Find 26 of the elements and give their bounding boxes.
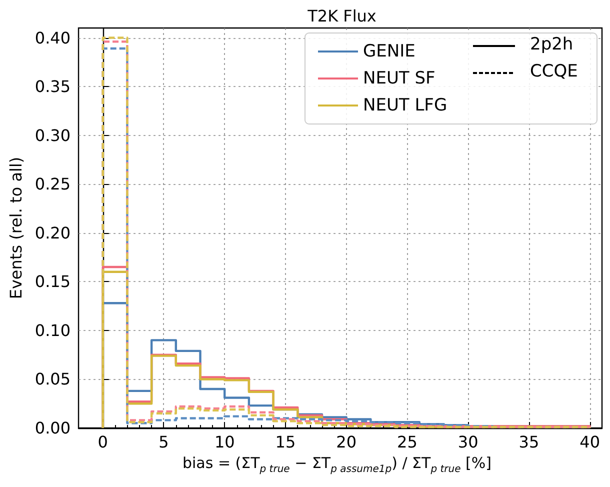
y-tick-label: 0.15 [34,272,71,292]
chart-title: T2K Flux [306,6,376,26]
x-tick-label: 20 [336,432,357,452]
y-tick-label: 0.00 [34,418,71,438]
x-tick-label: 0 [98,432,108,452]
y-axis-title: Events (rel. to all) [6,156,26,300]
y-tick-label: 0.20 [34,223,71,242]
x-tick-label: 30 [458,432,478,452]
x-tick-label: 35 [518,432,540,452]
x-tick-label: 25 [397,432,418,452]
y-tick-label: 0.25 [34,174,71,194]
x-axis-title: bias = (ΣT$_{p true}$ − ΣT$_{p assume1p}$) / ΣT$_{p true}$ [%] [181,454,492,475]
x-tick-label: 40 [580,432,600,452]
annotation: 2p2h [530,34,574,54]
y-tick-label: 0.40 [34,28,71,48]
legend-label: GENIE [363,42,416,62]
y-tick-label: 0.35 [34,77,71,96]
annotation: CCQE [530,62,578,82]
x-tick-label: 15 [275,432,296,452]
y-tick-label: 0.10 [34,320,71,340]
x-tick-label: 10 [214,432,235,452]
legend-label: NEUT LFG [363,96,448,116]
x-tick-label: 5 [158,432,169,452]
y-tick-label: 0.30 [34,126,71,145]
y-tick-label: 0.05 [34,370,71,389]
legend-label: NEUT SF [363,68,436,88]
